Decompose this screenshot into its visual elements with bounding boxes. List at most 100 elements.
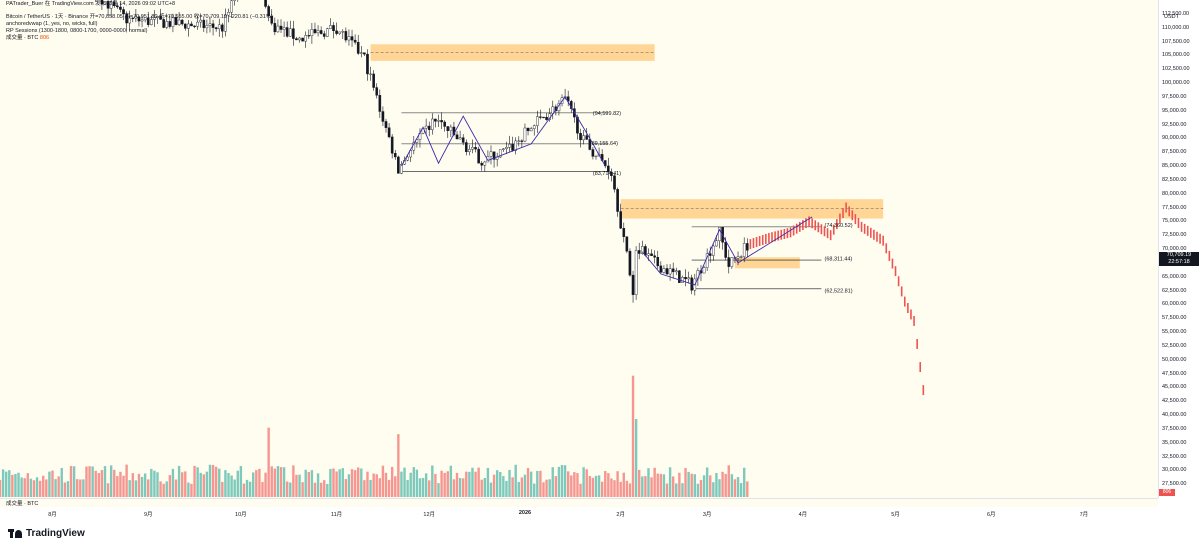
time-tick: 7月 <box>1079 512 1089 518</box>
candle-body <box>742 243 746 257</box>
price-tick: 52,500.00 <box>1162 342 1187 349</box>
volume-bar <box>20 477 23 497</box>
volume-bar <box>261 482 264 497</box>
volume-bar <box>279 467 283 497</box>
candle-body <box>514 140 517 151</box>
price-tick: 37,500.00 <box>1162 425 1187 432</box>
candle-body <box>267 6 270 17</box>
candle-body <box>196 21 199 27</box>
volume-bar <box>4 471 8 497</box>
volume-bar <box>38 480 42 497</box>
volume-bar <box>76 479 79 497</box>
price-tick: 65,000.00 <box>1162 273 1187 280</box>
volume-bar <box>526 468 530 497</box>
candle-body <box>288 28 292 37</box>
price-tick: 50,000.00 <box>1162 356 1187 363</box>
volume-bar <box>616 471 619 497</box>
level-annotation-0: (94,599.82) <box>593 111 621 117</box>
candle-body <box>165 21 169 28</box>
volume-bar <box>196 467 199 497</box>
price-tick: 35,000.00 <box>1162 439 1187 446</box>
volume-bar <box>211 464 215 497</box>
candle-body <box>508 143 511 148</box>
volume-bar <box>397 434 400 497</box>
candle-body <box>588 139 592 150</box>
candle-body <box>273 23 277 33</box>
volume-bar <box>193 465 196 497</box>
candle-body <box>613 175 616 190</box>
candle-body <box>276 25 280 33</box>
volume-bar <box>613 480 616 497</box>
candle-body <box>708 253 712 256</box>
volume-bar <box>239 466 243 497</box>
volume-bar <box>440 470 443 497</box>
indicator-sessions[interactable]: RP Sessions (1300-1800, 0800-1700, 0000-… <box>6 28 148 34</box>
volume-bar <box>424 473 428 497</box>
candle-body <box>270 15 274 24</box>
candle-body <box>224 14 227 32</box>
volume-bar <box>662 474 666 497</box>
volume-bar <box>26 473 29 497</box>
volume-bar <box>573 472 576 497</box>
price-tick: 62,500.00 <box>1162 287 1187 294</box>
candle-body <box>190 23 193 27</box>
candle-body <box>310 29 314 37</box>
volume-bar <box>29 478 33 497</box>
volume-pane-label: 成交量 · BTC <box>6 501 39 507</box>
indicator-vwap[interactable]: anchoredvwap (1, yes, no, wicks, full) <box>6 21 98 27</box>
volume-bar <box>631 375 635 497</box>
candle-body <box>455 134 459 140</box>
volume-bar <box>72 466 76 497</box>
candle-body <box>730 257 734 267</box>
volume-bar <box>668 467 672 497</box>
price-tick: 75,000.00 <box>1162 218 1187 225</box>
candle-body <box>372 73 375 88</box>
candle-body <box>480 162 484 166</box>
indicator-volume[interactable]: 成交量 · BTC 806 <box>6 35 49 42</box>
candle-body <box>221 24 224 32</box>
candle-body <box>313 29 317 34</box>
volume-bar <box>474 471 477 497</box>
price-axis[interactable] <box>1158 0 1199 498</box>
volume-bar <box>600 481 604 497</box>
candle-body <box>183 23 187 29</box>
volume-bar <box>730 474 734 497</box>
volume-bar <box>455 472 459 497</box>
price-tick: 30,000.00 <box>1162 467 1187 474</box>
candle-body <box>137 16 141 22</box>
volume-bar <box>505 480 508 497</box>
volume-bar <box>347 474 351 497</box>
candle-body <box>103 1 107 5</box>
volume-bar <box>282 467 286 497</box>
candle-body <box>727 257 731 267</box>
volume-bar <box>492 474 496 497</box>
time-axis[interactable] <box>0 507 1158 521</box>
time-tick: 6月 <box>986 512 996 518</box>
chart-area[interactable]: (94,599.82) (89,155.64) (83,714.41) (74,360… <box>0 0 1158 498</box>
volume-bar <box>42 475 45 497</box>
candle-body <box>100 0 104 5</box>
volume-bar <box>511 477 514 497</box>
candle-body <box>387 127 391 138</box>
volume-bar <box>647 468 650 497</box>
volume-bar <box>462 478 465 497</box>
volume-bar <box>486 467 490 497</box>
volume-bar <box>634 419 638 497</box>
tradingview-logo-icon <box>8 529 22 538</box>
volume-bar <box>591 477 595 497</box>
volume-bar <box>477 467 480 497</box>
volume-bar <box>597 475 601 497</box>
candle-body <box>397 156 400 174</box>
volume-bar <box>610 478 613 497</box>
volume-bar <box>264 472 267 497</box>
volume-bar <box>431 465 434 497</box>
candle-body <box>350 36 354 41</box>
candle-body <box>180 19 184 25</box>
volume-pane-separator[interactable] <box>0 498 1158 508</box>
volume-bar <box>656 473 659 497</box>
price-chart[interactable]: (94,599.82) (89,155.64) (83,714.41) (74,360… <box>0 0 1158 498</box>
volume-bar <box>520 477 524 497</box>
candle-body <box>116 5 119 8</box>
volume-bar <box>221 481 224 497</box>
tradingview-logo[interactable]: TradingView <box>8 528 85 539</box>
